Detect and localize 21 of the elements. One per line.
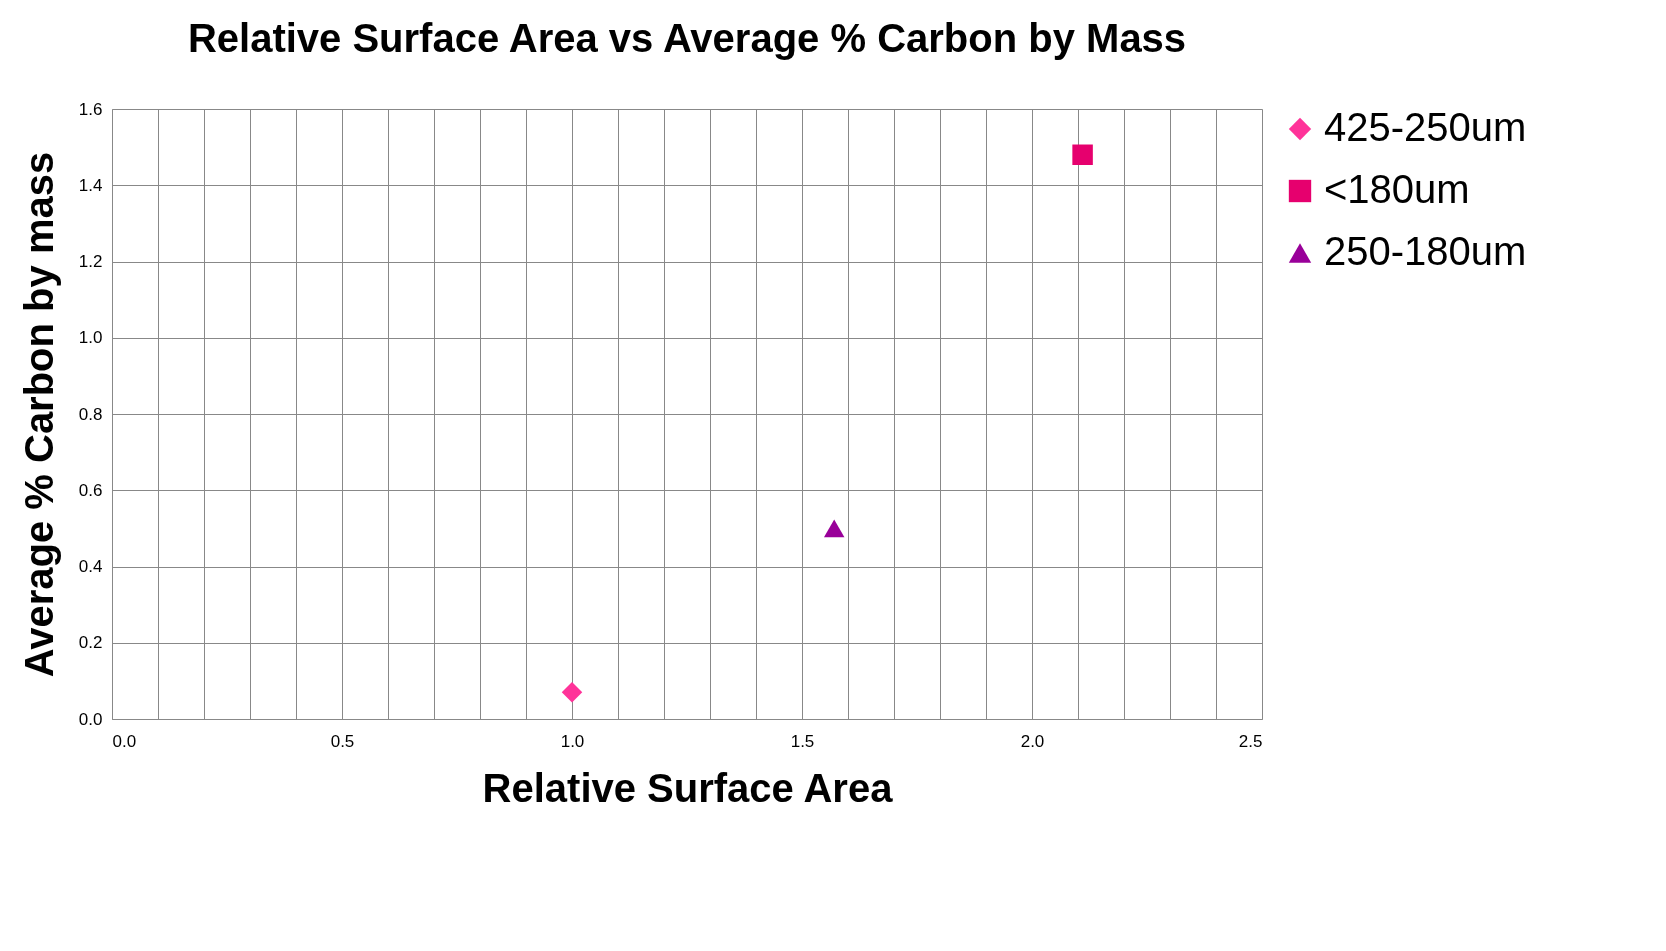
x-axis-title: Relative Surface Area: [482, 765, 894, 810]
x-tick-label: 2.5: [1238, 731, 1263, 751]
x-tick-label: 0.5: [330, 731, 355, 751]
y-axis-title: Average % Carbon by mass: [16, 151, 61, 678]
y-tick-label: 1.4: [78, 175, 103, 195]
chart-title: Relative Surface Area vs Average % Carbon by Mass: [187, 16, 1187, 60]
legend-label: <180um: [1324, 167, 1470, 211]
legend-label: 425-250um: [1324, 105, 1527, 149]
x-tick-label: 1.5: [790, 731, 815, 751]
x-tick-label: 2.0: [1020, 731, 1045, 751]
y-tick-label: 1.6: [78, 99, 103, 119]
x-tick-label: 0.0: [112, 731, 137, 751]
legend-label: 250-180um: [1324, 229, 1527, 273]
y-tick-label: 0.6: [78, 480, 103, 500]
y-tick-label: 1.0: [78, 328, 103, 348]
y-tick-label: 1.2: [78, 252, 103, 271]
y-tick-label: 0.4: [78, 557, 103, 576]
x-tick-label: 1.0: [560, 731, 585, 751]
y-tick-label: 0.2: [78, 633, 103, 653]
y-tick-label: 0.8: [78, 404, 103, 424]
y-tick-label: 0.0: [78, 709, 103, 729]
